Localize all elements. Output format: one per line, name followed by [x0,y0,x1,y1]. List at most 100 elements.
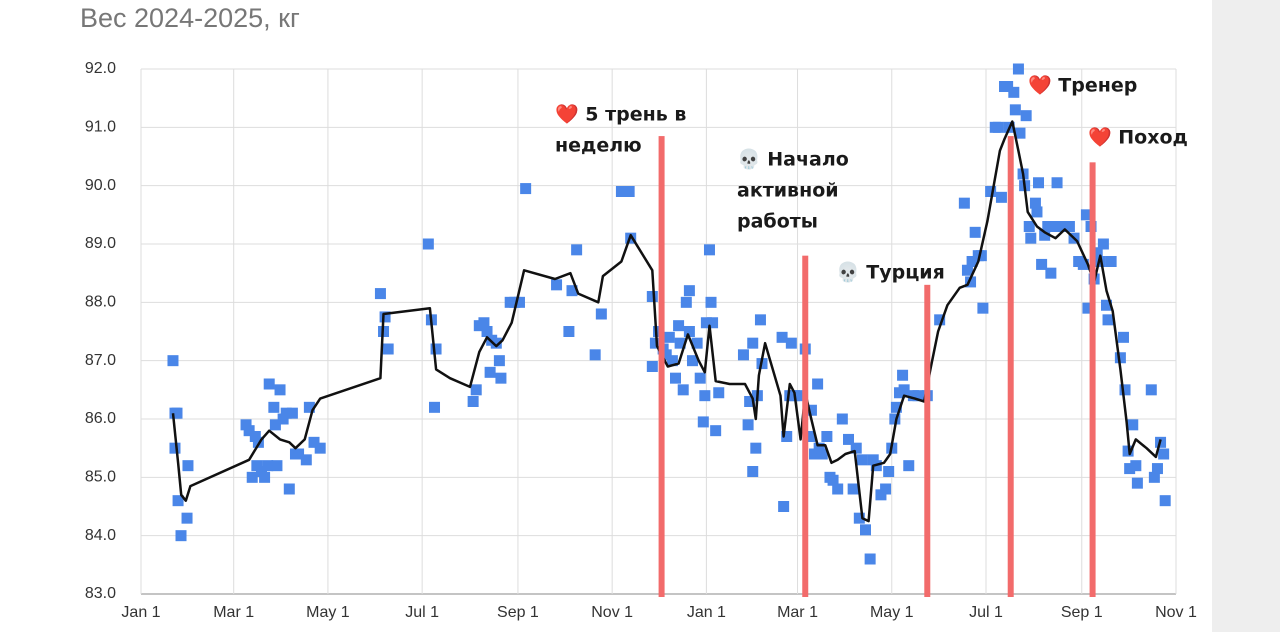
x-tick-label: Jan 1 [121,604,160,621]
data-point [827,474,839,486]
data-point [705,296,717,308]
annotation-label: 💀 Турция [836,261,945,284]
data-point [785,337,797,349]
data-point [747,466,759,477]
data-point [520,183,532,195]
data-point [1036,258,1048,270]
data-point [1048,221,1060,232]
y-tick-label: 85.0 [85,469,116,486]
data-point [271,460,283,472]
data-point [860,524,871,536]
data-point [1158,448,1170,460]
data-point [171,407,183,419]
data-point [1080,209,1092,221]
data-point [1012,63,1024,75]
data-point [484,366,496,378]
y-tick-label: 92.0 [85,60,116,77]
data-point [836,413,848,425]
data-point [314,442,326,454]
data-point [566,285,578,297]
data-point [1042,221,1054,232]
x-tick-label: May 1 [870,604,914,621]
data-point [1159,495,1171,507]
data-point [1124,463,1136,475]
data-point [551,279,563,291]
data-point [615,186,627,197]
data-point [660,349,672,361]
data-point [175,530,187,542]
chart-title: Вес 2024-2025, кг [80,3,300,33]
data-point [856,454,868,466]
data-point [374,288,386,300]
data-point [513,296,525,308]
data-point [1097,238,1109,250]
data-point [1029,197,1041,209]
data-point [181,512,193,524]
data-point [686,355,698,367]
data-point [167,355,179,367]
data-point [694,372,706,384]
data-point [293,448,305,460]
data-point [382,343,394,355]
data-point [308,436,320,448]
data-point [422,238,434,250]
data-point [750,442,762,454]
data-point [1020,110,1032,122]
annotation-label: ❤️ 5 трень в [555,104,686,126]
data-point [747,337,759,349]
data-point [867,454,879,466]
data-point [883,466,895,477]
data-point [853,512,865,524]
data-point [589,349,601,361]
data-point [1151,463,1163,475]
data-point [889,413,901,425]
data-point [1114,352,1126,364]
x-tick-label: Nov 1 [1155,604,1197,621]
data-point [663,331,675,343]
data-point [977,302,989,314]
data-point [182,460,194,472]
data-point [1122,445,1134,457]
data-point [880,483,892,495]
data-point [912,390,924,402]
x-tick-label: May 1 [306,604,350,621]
data-point [653,326,664,337]
data-point [1014,127,1026,139]
data-point [1102,314,1114,326]
data-point [243,425,255,437]
data-point [699,390,711,402]
data-point [713,387,725,399]
data-point [1008,86,1020,98]
data-point [1039,229,1051,241]
data-point [262,460,274,472]
data-point [742,419,754,431]
data-point [255,466,267,477]
data-point [975,250,987,262]
y-tick-label: 90.0 [85,177,116,194]
data-point [1077,258,1089,270]
data-point [969,226,981,238]
data-point [1031,206,1043,218]
annotation-bar [802,255,809,597]
data-point [1033,177,1045,189]
data-point [429,401,441,413]
data-point [669,372,681,384]
data-point [707,317,719,329]
data-point [1091,247,1103,259]
data-point [283,483,295,495]
data-point [832,483,844,495]
annotation-bar [1007,136,1014,598]
data-point [985,186,997,197]
data-point [1002,81,1014,92]
data-point [744,396,756,407]
data-point [666,355,678,367]
x-tick-label: Nov 1 [591,604,633,621]
data-point [995,191,1007,203]
data-point [966,256,978,267]
data-point [795,390,807,402]
data-point [277,413,289,425]
data-point [1025,232,1037,244]
data-point [1009,104,1021,116]
data-point [249,431,261,442]
